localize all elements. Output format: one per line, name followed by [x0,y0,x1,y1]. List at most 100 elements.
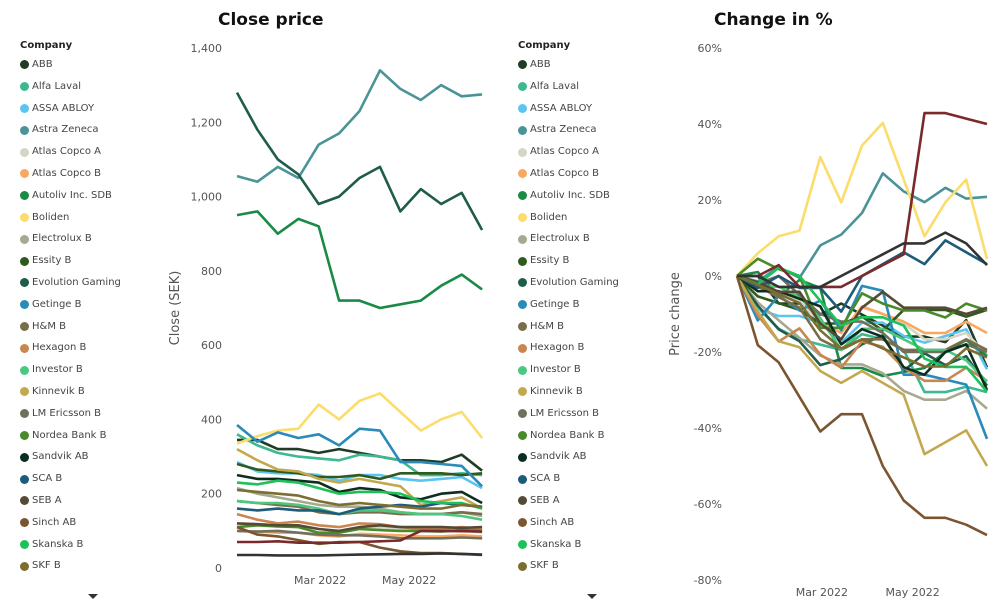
legend-item[interactable]: Evolution Gaming [518,272,668,294]
close-series-line-seb-a[interactable] [236,522,483,533]
legend-scroll-down-icon[interactable] [587,594,597,599]
legend-item[interactable]: Essity B [20,250,170,272]
close-series-line[interactable] [237,529,483,545]
legend-item[interactable]: Kinnevik B [518,381,668,403]
legend-item[interactable]: Boliden [518,207,668,229]
close-series-line-lm-ericsson-b[interactable] [236,529,483,540]
legend-item-label: Nordea Bank B [530,429,605,441]
close-series-line-boliden[interactable] [236,392,484,445]
close-series-line-autoliv-inc-sdb[interactable] [236,210,483,310]
legend-item[interactable]: Skanska B [20,534,170,556]
close-series-line-kinnevik-b[interactable] [236,447,483,510]
close-series-line-abb[interactable] [237,438,483,472]
legend-item-label: Atlas Copco B [530,167,599,179]
close-series-line-skf-b[interactable] [236,488,483,510]
legend-item[interactable]: Autoliv Inc. SDB [20,185,170,207]
legend-color-dot-icon [20,430,29,440]
legend-item[interactable]: Sandvik AB [20,446,170,468]
legend-item[interactable]: SEB A [518,490,668,512]
close-series-line-alfa-laval[interactable] [236,433,483,477]
close-series-line-investor-b[interactable] [236,499,483,521]
change-series-line[interactable] [737,111,988,289]
legend-scroll-down-icon[interactable] [88,594,98,599]
close-series-line[interactable] [237,552,483,557]
legend-item[interactable]: Kinnevik B [20,381,170,403]
legend-item[interactable]: LM Ericsson B [518,403,668,425]
legend-item[interactable]: Alfa Laval [20,76,170,98]
legend-item[interactable]: SKF B [20,555,170,577]
change-series-line-kinnevik-b[interactable] [735,275,989,467]
legend-item[interactable]: ABB [518,54,668,76]
legend-item[interactable]: H&M B [518,316,668,338]
legend-item[interactable]: Sinch AB [20,512,170,534]
legend-item[interactable]: Essity B [518,250,668,272]
legend-item[interactable]: Investor B [20,359,170,381]
legend-item[interactable]: Electrolux B [20,228,170,250]
legend-item-label: Alfa Laval [32,80,81,92]
change-series-line-seb-a[interactable] [736,274,988,341]
legend-item[interactable]: Nordea Bank B [20,425,170,447]
legend-item[interactable]: Sinch AB [518,512,668,534]
legend-item[interactable]: Getinge B [20,294,170,316]
legend-color-dot-icon [518,387,527,397]
change-y-tick-label: 40% [698,118,722,131]
legend-item[interactable]: Atlas Copco A [20,141,170,163]
legend-item[interactable]: SEB A [20,490,170,512]
close-series-line-essity-b[interactable] [236,462,483,481]
legend-title: Company [518,40,571,51]
legend-item-label: Sandvik AB [32,451,89,463]
legend-item-label: SKF B [32,560,61,572]
change-series-line-boliden[interactable] [736,121,989,277]
legend-item[interactable]: Astra Zeneca [518,119,668,141]
change-series-line-electrolux-b[interactable] [735,275,988,410]
legend-item-label: Hexagon B [530,342,585,354]
change-series-line-skf-b[interactable] [736,274,988,368]
close-series-line-hexagon-b[interactable] [236,512,483,531]
legend-item[interactable]: SKF B [518,555,668,577]
legend-item[interactable]: H&M B [20,316,170,338]
legend-item[interactable]: Sandvik AB [518,446,668,468]
legend-item[interactable]: Nordea Bank B [518,425,668,447]
legend-item[interactable]: Alfa Laval [518,76,668,98]
legend-item[interactable]: LM Ericsson B [20,403,170,425]
legend-color-dot-icon [518,234,527,244]
legend-color-dot-icon [20,278,29,288]
legend-item[interactable]: Astra Zeneca [20,119,170,141]
legend-item[interactable]: ASSA ABLOY [20,98,170,120]
legend-item[interactable]: Atlas Copco B [20,163,170,185]
close-y-tick-label: 200 [201,488,222,501]
legend-item[interactable]: Hexagon B [20,337,170,359]
legend-item-label: SCA B [32,473,63,485]
close-series-line-sandvik-ab[interactable] [236,473,483,505]
legend-item[interactable]: Autoliv Inc. SDB [518,185,668,207]
legend-item[interactable]: SCA B [518,468,668,490]
legend-item-label: Skanska B [530,538,582,550]
change-series-line[interactable] [737,231,988,289]
close-price-title: Close price [218,10,324,30]
legend-item-label: Electrolux B [32,233,92,245]
legend-item[interactable]: Electrolux B [518,228,668,250]
legend-item[interactable]: SCA B [20,468,170,490]
legend-item[interactable]: Investor B [518,359,668,381]
close-series-line-evolution-gaming[interactable] [235,91,484,231]
legend-item[interactable]: Boliden [20,207,170,229]
legend-item[interactable]: Getinge B [518,294,668,316]
legend-item[interactable]: ABB [20,54,170,76]
close-series-line-getinge-b[interactable] [236,423,484,488]
legend-item[interactable]: Atlas Copco A [518,141,668,163]
legend-color-dot-icon [20,387,29,397]
legend-color-dot-icon [518,496,527,506]
close-series-line-astra-zeneca[interactable] [236,69,483,183]
legend-item[interactable]: Atlas Copco B [518,163,668,185]
close-series-line-skanska-b[interactable] [236,479,483,510]
legend-item[interactable]: Skanska B [518,534,668,556]
legend-item[interactable]: Evolution Gaming [20,272,170,294]
legend-item[interactable]: Hexagon B [518,337,668,359]
legend-item-label: ABB [32,59,53,70]
close-x-tick-label: Mar 2022 [294,574,346,587]
legend-item-label: Alfa Laval [530,80,579,92]
legend-color-dot-icon [20,518,29,528]
close-series-line-atlas-copco-b[interactable] [236,529,483,538]
change-series-line-sinch-ab[interactable] [735,275,988,537]
legend-item[interactable]: ASSA ABLOY [518,98,668,120]
